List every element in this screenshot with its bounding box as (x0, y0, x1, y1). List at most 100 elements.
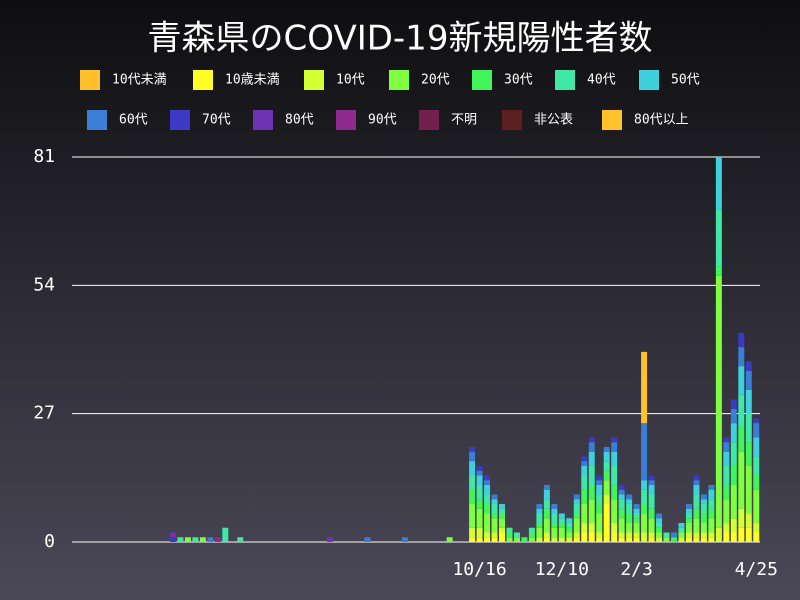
bar-segment (581, 503, 588, 523)
bar-segment (469, 461, 476, 476)
bar-segment (648, 537, 655, 542)
bar-segment (723, 437, 730, 443)
bar-segment (484, 475, 491, 481)
bar-segment (626, 494, 633, 500)
bar-segment (693, 494, 700, 509)
bar-segment (693, 537, 700, 542)
bar-segment (536, 513, 543, 523)
bar-segment (588, 499, 595, 523)
bar-segment (603, 461, 610, 471)
bar-segment (596, 513, 603, 533)
bar-segment (753, 437, 760, 457)
legend-swatch (336, 110, 356, 130)
legend-label: 不明 (451, 113, 477, 128)
bar-segment (476, 475, 483, 485)
legend-swatch (253, 110, 273, 130)
bar-segment (521, 537, 528, 542)
bar-segment (484, 513, 491, 533)
bar-segment (738, 332, 745, 348)
bar-segment (626, 503, 633, 514)
bar-segment (611, 451, 618, 466)
bar-segment (745, 389, 752, 414)
bar-segment (543, 518, 550, 533)
bar-segment (753, 418, 760, 424)
bar-segment (506, 532, 513, 538)
bar-segment (528, 532, 535, 538)
bar-segment (499, 518, 505, 528)
bar-segment (558, 527, 565, 538)
bar-segment (753, 522, 760, 533)
bar-segment (671, 537, 677, 542)
bar-segment (618, 532, 625, 538)
bar-segment (573, 518, 580, 533)
bar-segment (626, 513, 633, 523)
bar-segment (199, 537, 206, 542)
bar-segment (499, 532, 505, 542)
bar-segment (641, 513, 648, 533)
bar-segment (700, 503, 707, 514)
bar-segment (169, 537, 176, 542)
bar-segment (715, 527, 722, 542)
bar-segment (484, 532, 491, 538)
bar-segment (536, 522, 543, 528)
bar-segment (528, 537, 535, 542)
bar-segment (476, 470, 483, 476)
bar-segment (618, 518, 625, 533)
bar-segment (723, 442, 730, 452)
bar-segment (573, 532, 580, 538)
bar-segment (551, 503, 558, 509)
bar-segment (536, 537, 543, 542)
bar-segment (484, 494, 491, 504)
bar-segment (685, 503, 692, 509)
bar-segment (581, 522, 588, 533)
bar-segment (723, 522, 730, 533)
bar-segment (730, 399, 737, 409)
bar-segment (558, 513, 565, 519)
bar-segment (730, 408, 737, 424)
bar-segment (738, 366, 745, 395)
x-tick-label: 12/10 (535, 559, 589, 580)
legend-label: 非公表 (534, 113, 573, 128)
bar-segment (693, 484, 700, 495)
bar-segment (730, 518, 737, 533)
x-tick-label: 2/3 (620, 559, 653, 580)
bar-segment (543, 499, 550, 509)
bar-segment (446, 537, 453, 542)
bar-segment (566, 527, 573, 533)
bar-segment (603, 494, 610, 504)
legend-swatch (602, 110, 622, 130)
bar-segment (715, 275, 722, 528)
bar-segment (596, 475, 603, 481)
bar-segment (700, 537, 707, 542)
bar-segment (685, 537, 692, 542)
bar-segment (693, 518, 700, 533)
bar-segment (469, 537, 476, 542)
bar-segment (708, 484, 715, 490)
bar-segment (723, 532, 730, 542)
bar-segment (700, 499, 707, 504)
bar-segment (715, 209, 722, 267)
bar-segment (603, 451, 610, 462)
bar-segment (169, 532, 176, 538)
bar-segment (469, 446, 476, 452)
bar-segment (685, 513, 692, 519)
bar-segment (745, 370, 752, 390)
legend-swatch (170, 110, 190, 130)
bar-segment (573, 513, 580, 519)
bar-segment (499, 503, 505, 509)
bar-segment (723, 465, 730, 485)
bar-segment (469, 527, 476, 538)
bar-segment (745, 513, 752, 528)
bar-segment (611, 442, 618, 452)
bar-segment (648, 484, 655, 495)
bar-segment (656, 532, 663, 538)
legend-label: 80代以上 (634, 113, 689, 128)
bar-segment (611, 499, 618, 523)
bar-segment (603, 470, 610, 481)
bar-segment (730, 423, 737, 443)
bar-segment (730, 484, 737, 519)
bar-segment (476, 508, 483, 528)
bar-segment (723, 499, 730, 523)
bar-segment (633, 503, 640, 509)
